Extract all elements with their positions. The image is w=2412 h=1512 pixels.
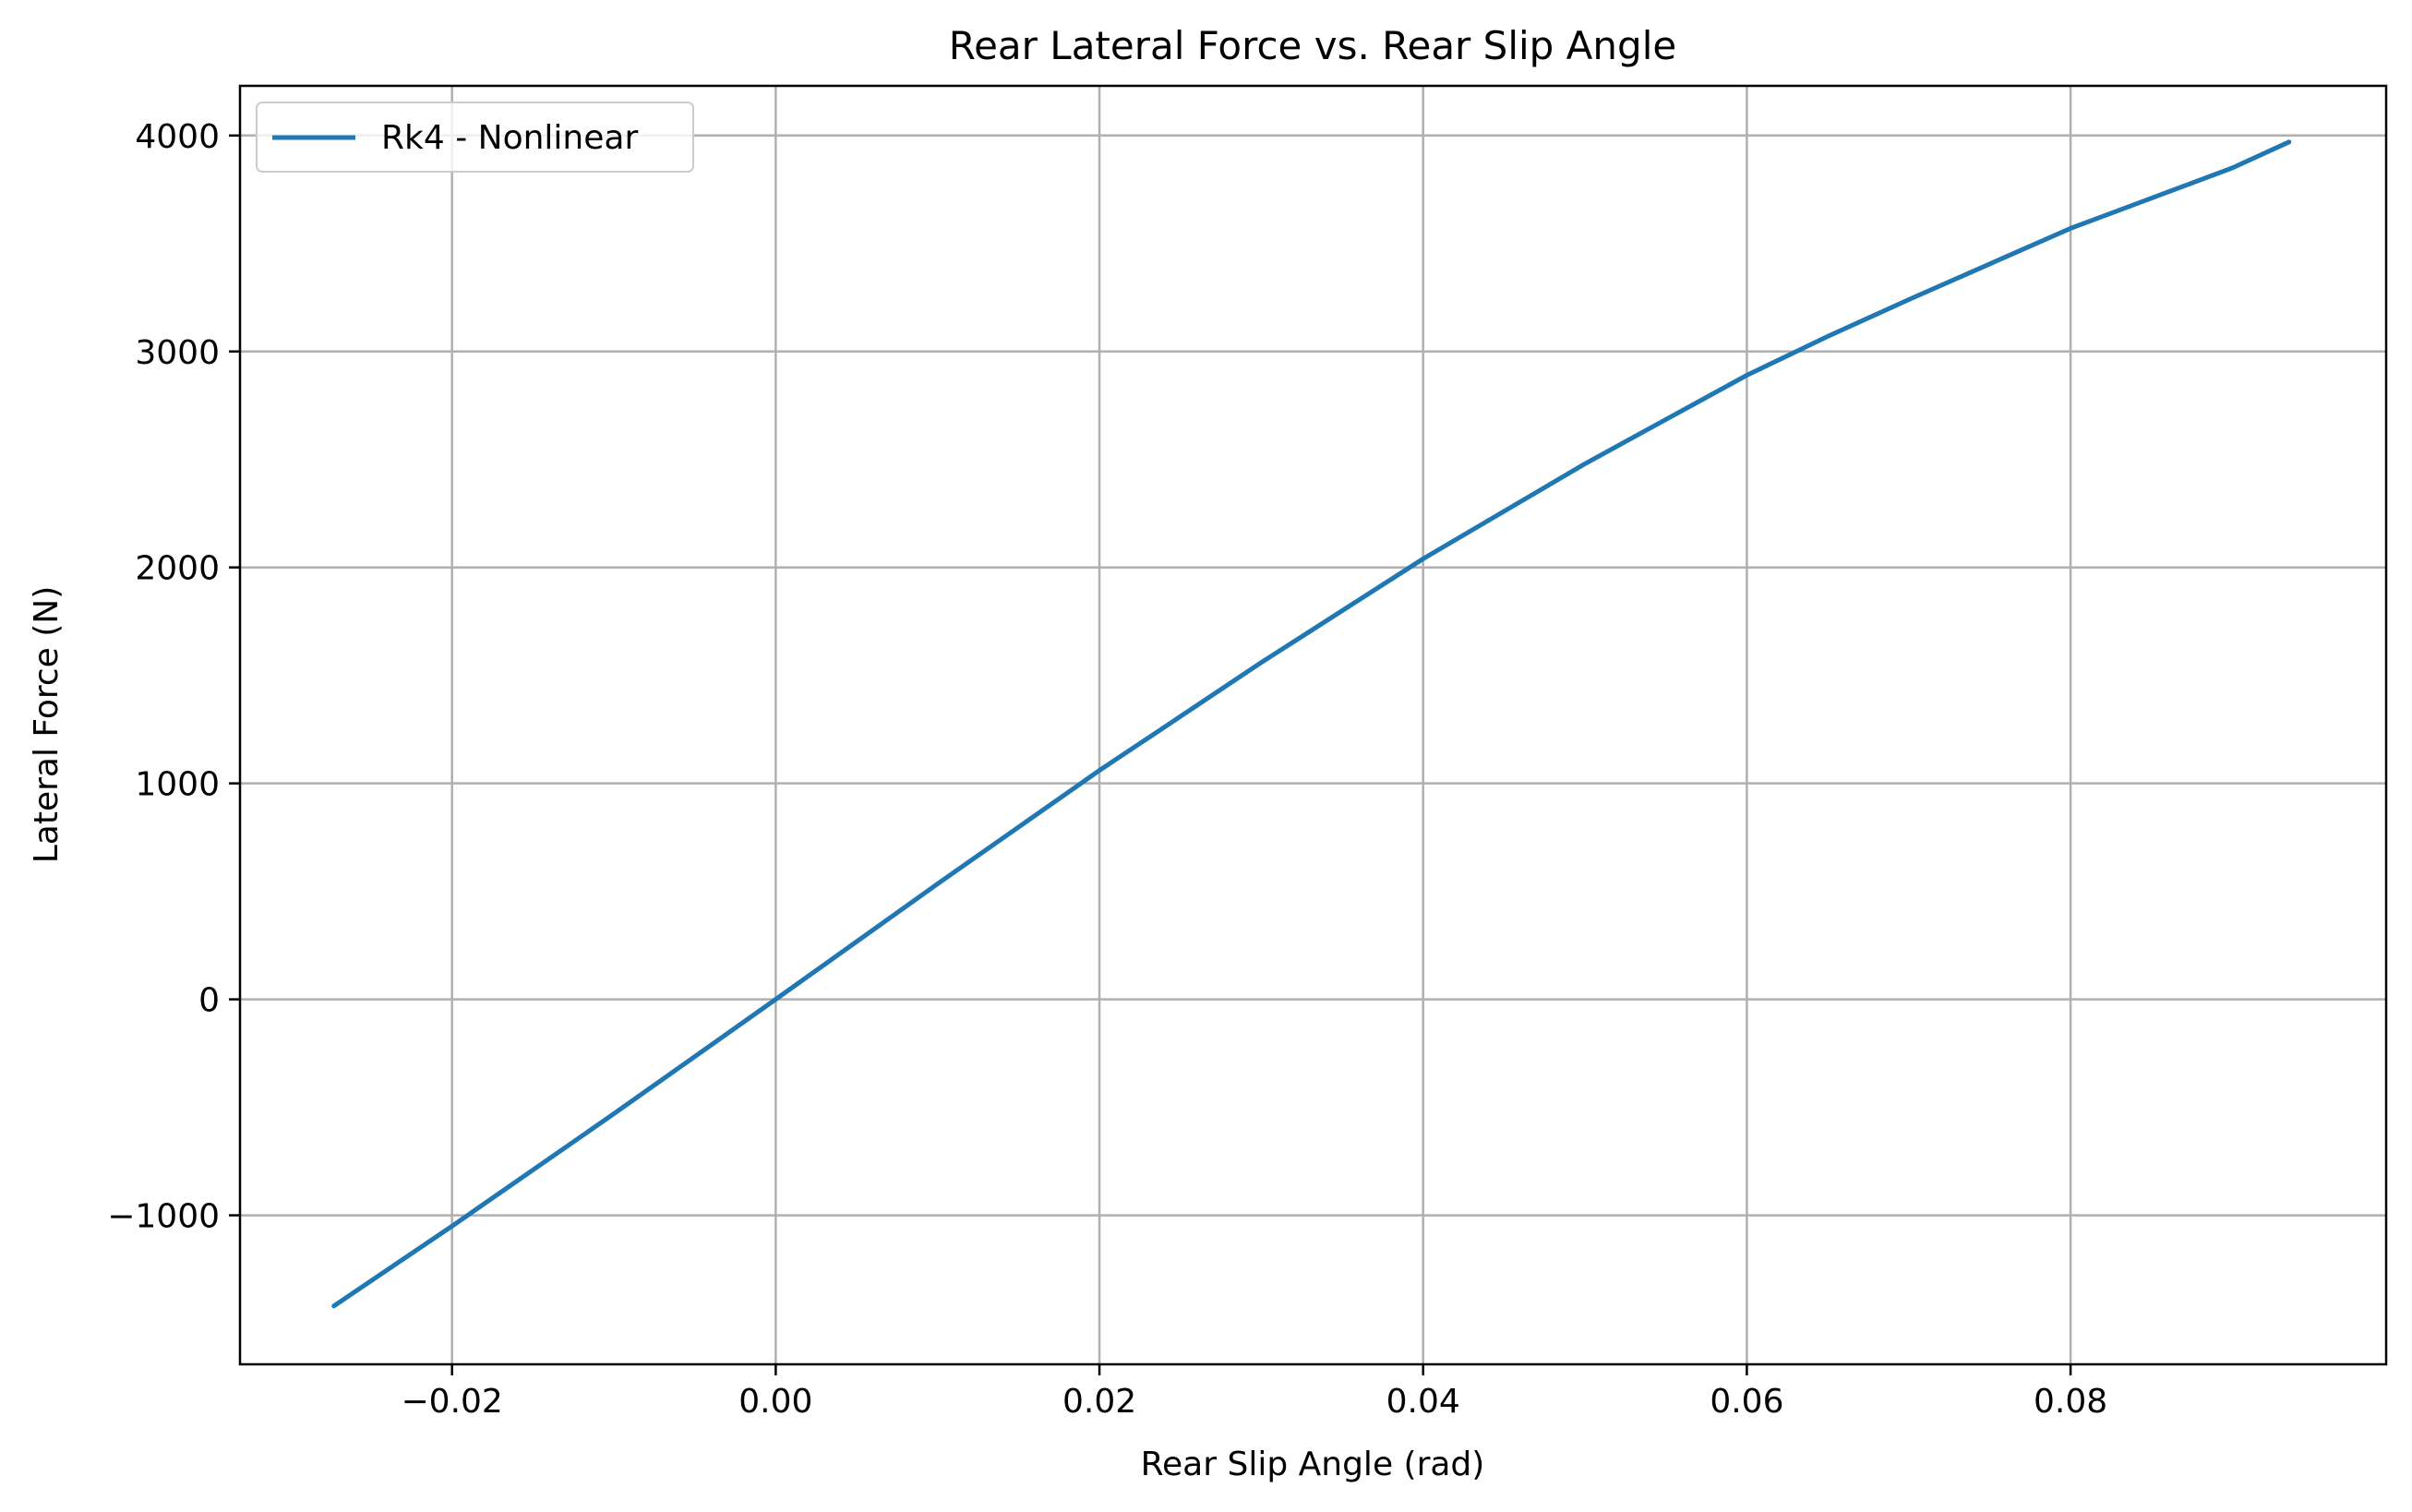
x-tick-label: 0.04 (1386, 1383, 1460, 1421)
y-axis-title: Lateral Force (N) (28, 586, 66, 864)
grid (240, 86, 2386, 1364)
series-layer (331, 139, 2292, 1309)
x-tick-label: 0.00 (738, 1383, 812, 1421)
legend-label: Rk4 - Nonlinear (381, 119, 638, 157)
y-tick-label: 1000 (135, 766, 220, 804)
x-tick-label: 0.02 (1062, 1383, 1136, 1421)
series-line (331, 139, 2292, 1309)
x-tick-label: 0.06 (1710, 1383, 1783, 1421)
x-tick-label: −0.02 (402, 1383, 503, 1421)
plot-area (240, 86, 2386, 1364)
y-tick-label: −1000 (107, 1198, 220, 1236)
chart-title: Rear Lateral Force vs. Rear Slip Angle (949, 23, 1676, 68)
y-tick-label: 3000 (135, 334, 220, 372)
y-axis: −1000 0 1000 2000 3000 4000 (107, 118, 240, 1236)
x-axis: −0.02 0.00 0.02 0.04 0.06 0.08 (402, 1364, 2107, 1421)
plot-frame (238, 84, 2388, 1366)
legend: Rk4 - Nonlinear (256, 102, 694, 173)
y-tick-label: 4000 (135, 118, 220, 156)
y-tick-label: 2000 (135, 550, 220, 588)
legend-box (256, 102, 694, 173)
x-tick-label: 0.08 (2034, 1383, 2107, 1421)
y-tick-label: 0 (198, 982, 220, 1020)
x-axis-title: Rear Slip Angle (rad) (1141, 1446, 1485, 1483)
